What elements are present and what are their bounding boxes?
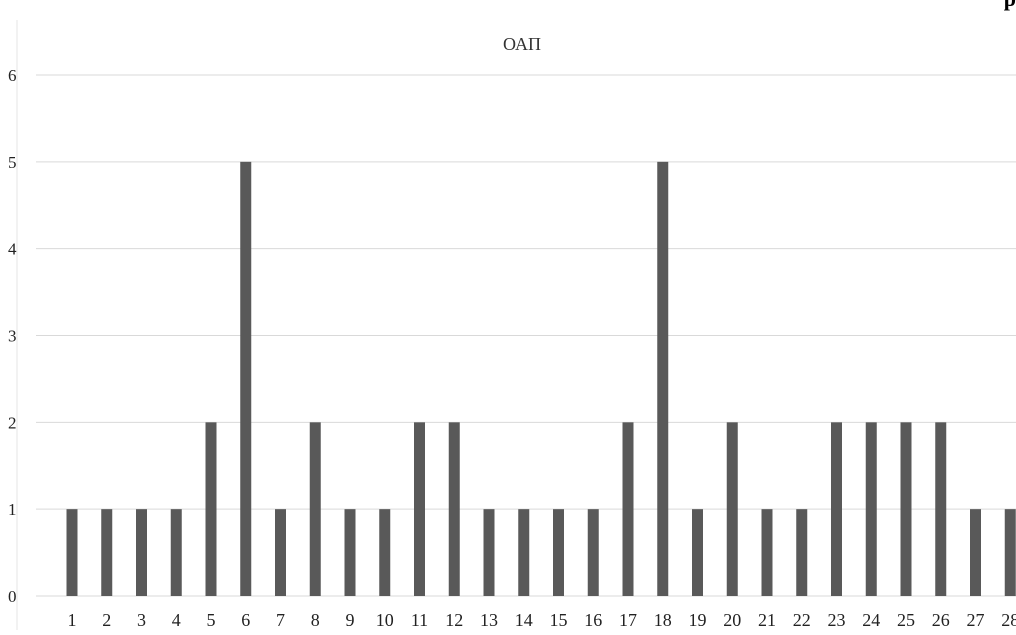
x-tick-label: 3 [137,610,146,630]
bar-22 [796,509,807,596]
bar-9 [345,509,356,596]
y-tick-label: 0 [8,587,17,606]
y-tick-label: 2 [8,413,17,432]
bar-13 [484,509,495,596]
bar-12 [449,422,460,596]
x-tick-label: 2 [102,610,111,630]
bar-26 [935,422,946,596]
x-tick-label: 18 [654,610,672,630]
y-tick-label: 1 [8,500,17,519]
x-tick-label: 8 [311,610,320,630]
x-tick-label: 27 [967,610,985,630]
x-tick-label: 15 [550,610,568,630]
x-tick-label: 14 [515,610,533,630]
bar-17 [623,422,634,596]
x-tick-label: 13 [480,610,498,630]
bar-15 [553,509,564,596]
bar-18 [657,162,668,596]
y-tick-label: 6 [8,66,17,85]
bar-19 [692,509,703,596]
x-tick-label: 24 [862,610,880,630]
bar-27 [970,509,981,596]
bar-2 [101,509,112,596]
x-tick-label: 21 [758,610,776,630]
bar-24 [866,422,877,596]
x-tick-label: 26 [932,610,950,630]
x-tick-label: 10 [376,610,394,630]
chart-title: ОАП [503,34,541,54]
x-tick-label: 5 [207,610,216,630]
bar-28 [1005,509,1016,596]
bar-8 [310,422,321,596]
bar-20 [727,422,738,596]
y-tick-label: 5 [8,153,17,172]
y-tick-label: 4 [8,240,17,259]
x-tick-label: 16 [584,610,602,630]
x-tick-label: 11 [411,610,428,630]
x-tick-label: 23 [828,610,846,630]
bar-10 [379,509,390,596]
bar-4 [171,509,182,596]
x-tick-label: 25 [897,610,915,630]
bar-6 [240,162,251,596]
x-tick-label: 7 [276,610,285,630]
x-tick-label: 1 [68,610,77,630]
x-tick-label: 17 [619,610,637,630]
bar-7 [275,509,286,596]
x-tick-label: 19 [689,610,707,630]
x-tick-label: 9 [346,610,355,630]
x-tick-label: 28 [1001,610,1016,630]
bar-14 [518,509,529,596]
bar-23 [831,422,842,596]
x-tick-label: 12 [445,610,463,630]
x-tick-label: 22 [793,610,811,630]
bar-5 [206,422,217,596]
y-tick-label: 3 [8,327,17,346]
bars [67,162,1016,596]
bar-3 [136,509,147,596]
edge-glyph: р [1004,0,1016,12]
bar-16 [588,509,599,596]
x-tick-label: 20 [723,610,741,630]
x-tick-label: 6 [241,610,250,630]
y-axis-ticks: 0 1 2 3 4 5 6 [8,66,17,606]
bar-25 [901,422,912,596]
bar-11 [414,422,425,596]
x-tick-label: 4 [172,610,181,630]
bar-21 [762,509,773,596]
bar-1 [67,509,78,596]
